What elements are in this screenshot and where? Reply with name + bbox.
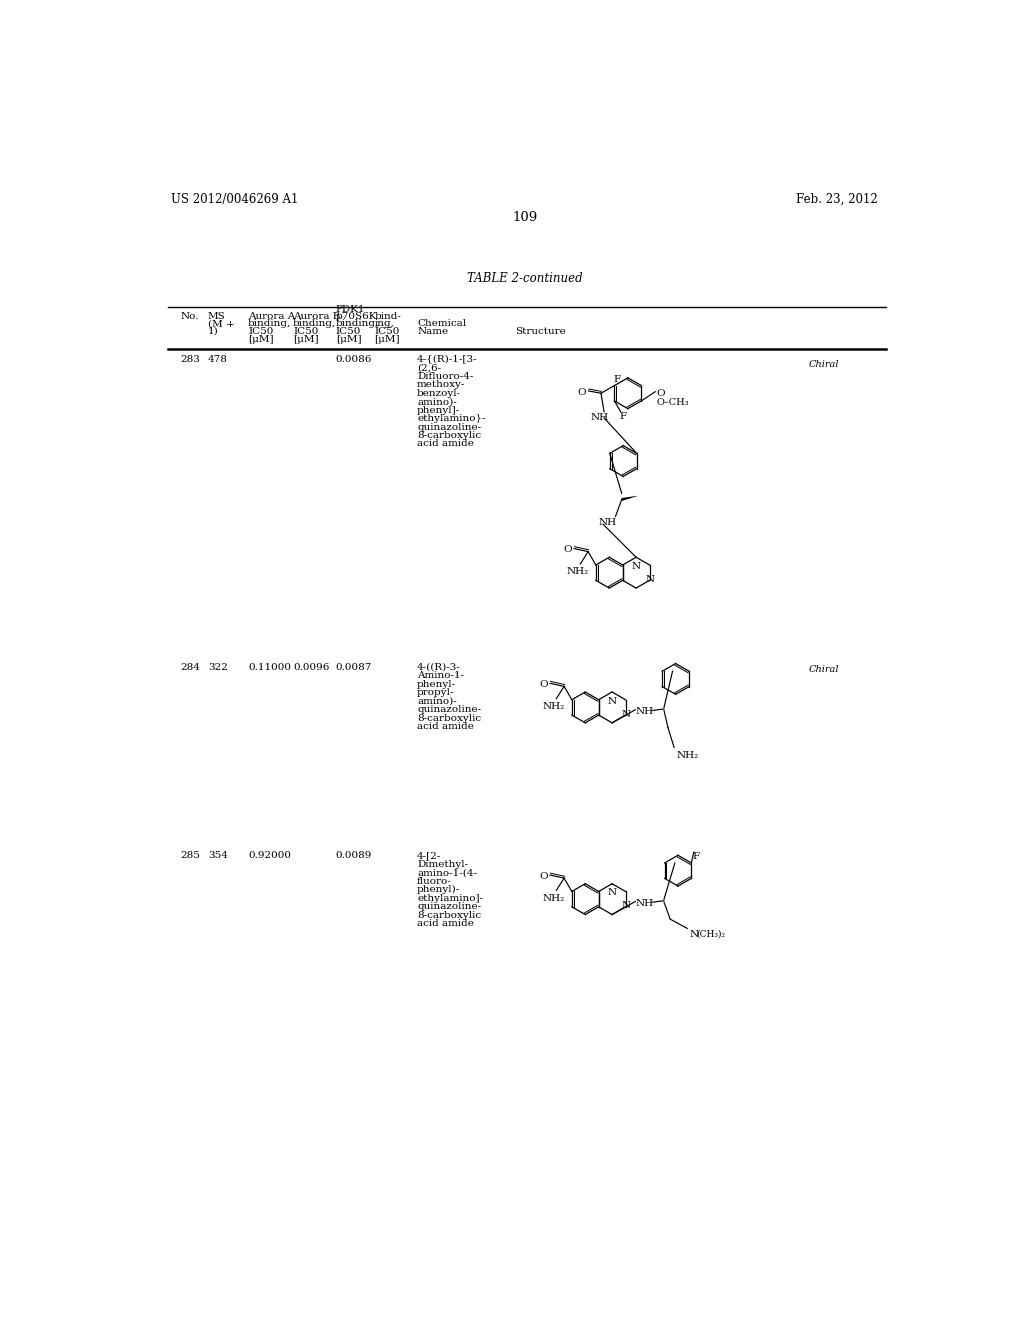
Text: 8-carboxylic: 8-carboxylic — [417, 714, 481, 722]
Text: O: O — [656, 389, 666, 399]
Text: 8-carboxylic: 8-carboxylic — [417, 911, 481, 920]
Text: binding,: binding, — [248, 319, 292, 329]
Text: binding,: binding, — [336, 319, 379, 329]
Text: (M +: (M + — [208, 319, 234, 329]
Text: 285: 285 — [180, 851, 201, 861]
Text: Chemical: Chemical — [417, 319, 466, 329]
Text: IC50: IC50 — [293, 327, 318, 337]
Text: phenyl-: phenyl- — [417, 680, 457, 689]
Text: NH: NH — [590, 413, 608, 422]
Text: O–CH₃: O–CH₃ — [656, 397, 689, 407]
Text: p70S6K: p70S6K — [336, 312, 377, 321]
Text: 0.0087: 0.0087 — [336, 663, 372, 672]
Text: 8-carboxylic: 8-carboxylic — [417, 430, 481, 440]
Text: N: N — [632, 562, 641, 570]
Text: MS: MS — [208, 312, 225, 321]
Text: N: N — [689, 929, 698, 939]
Text: amino-1-(4-: amino-1-(4- — [417, 869, 477, 878]
Text: Amino-1-: Amino-1- — [417, 671, 464, 680]
Text: O: O — [578, 388, 587, 397]
Text: Difluoro-4-: Difluoro-4- — [417, 372, 473, 380]
Text: ethylamino}-: ethylamino}- — [417, 414, 485, 422]
Text: US 2012/0046269 A1: US 2012/0046269 A1 — [171, 193, 298, 206]
Text: Feb. 23, 2012: Feb. 23, 2012 — [796, 193, 878, 206]
Text: propyl-: propyl- — [417, 688, 455, 697]
Text: quinazoline-: quinazoline- — [417, 903, 481, 911]
Text: binding,: binding, — [293, 319, 336, 329]
Text: [μM]: [μM] — [293, 335, 318, 343]
Text: benzoyl-: benzoyl- — [417, 388, 461, 397]
Text: 354: 354 — [208, 851, 227, 861]
Text: phenyl]-: phenyl]- — [417, 405, 461, 414]
Text: 109: 109 — [512, 211, 538, 224]
Text: phenyl)-: phenyl)- — [417, 886, 461, 895]
Text: NH: NH — [635, 708, 653, 717]
Text: NH₂: NH₂ — [677, 751, 698, 759]
Text: N: N — [622, 902, 631, 911]
Text: NH₂: NH₂ — [543, 702, 564, 710]
Text: O: O — [563, 545, 572, 554]
Text: acid amide: acid amide — [417, 440, 474, 449]
Text: N: N — [645, 576, 654, 583]
Text: 284: 284 — [180, 663, 201, 672]
Text: 0.11000: 0.11000 — [248, 663, 291, 672]
Text: [μM]: [μM] — [336, 335, 361, 343]
Text: F: F — [692, 853, 699, 861]
Text: N: N — [607, 888, 616, 898]
Text: Name: Name — [417, 327, 449, 337]
Text: [μM]: [μM] — [375, 335, 400, 343]
Text: (2,6-: (2,6- — [417, 363, 441, 372]
Text: acid amide: acid amide — [417, 722, 474, 731]
Text: 4-{(R)-1-[3-: 4-{(R)-1-[3- — [417, 355, 478, 364]
Text: N: N — [607, 697, 616, 706]
Text: 283: 283 — [180, 355, 201, 364]
Text: Chiral: Chiral — [809, 360, 839, 370]
Text: Aurora B: Aurora B — [293, 312, 340, 321]
Text: 1): 1) — [208, 327, 218, 337]
Text: quinazoline-: quinazoline- — [417, 422, 481, 432]
Text: IC50: IC50 — [248, 327, 273, 337]
Text: N: N — [622, 710, 631, 718]
Text: 0.0096: 0.0096 — [293, 663, 330, 672]
Text: acid amide: acid amide — [417, 919, 474, 928]
Text: [μM]: [μM] — [248, 335, 273, 343]
Text: fluoro-: fluoro- — [417, 876, 452, 886]
Text: amino)-: amino)- — [417, 697, 457, 706]
Text: NH: NH — [598, 517, 616, 527]
Text: ing,: ing, — [375, 319, 394, 329]
Text: quinazoline-: quinazoline- — [417, 705, 481, 714]
Text: methoxy-: methoxy- — [417, 380, 466, 389]
Text: bind-: bind- — [375, 312, 401, 321]
Text: Chiral: Chiral — [809, 665, 839, 675]
Text: TABLE 2-continued: TABLE 2-continued — [467, 272, 583, 285]
Text: NH₂: NH₂ — [566, 568, 589, 576]
Text: amino)-: amino)- — [417, 397, 457, 407]
Text: (CH₃)₂: (CH₃)₂ — [696, 929, 726, 939]
Text: F: F — [620, 412, 627, 421]
Text: Aurora A: Aurora A — [248, 312, 295, 321]
Text: 478: 478 — [208, 355, 227, 364]
Text: NH₂: NH₂ — [543, 894, 564, 903]
Text: Structure: Structure — [515, 327, 566, 337]
Text: PDK1: PDK1 — [336, 305, 366, 314]
Text: 0.0086: 0.0086 — [336, 355, 372, 364]
Text: 0.92000: 0.92000 — [248, 851, 291, 861]
Text: NH: NH — [635, 899, 653, 908]
Text: IC50: IC50 — [336, 327, 361, 337]
Text: IC50: IC50 — [375, 327, 399, 337]
Text: ethylamino]-: ethylamino]- — [417, 894, 483, 903]
Text: 322: 322 — [208, 663, 227, 672]
Text: F: F — [614, 375, 621, 384]
Text: 4-((R)-3-: 4-((R)-3- — [417, 663, 461, 672]
Text: O: O — [540, 680, 548, 689]
Text: 4-[2-: 4-[2- — [417, 851, 441, 861]
Polygon shape — [622, 496, 639, 502]
Text: 0.0089: 0.0089 — [336, 851, 372, 861]
Text: Dimethyl-: Dimethyl- — [417, 859, 468, 869]
Text: O: O — [540, 873, 548, 880]
Text: No.: No. — [180, 312, 200, 321]
